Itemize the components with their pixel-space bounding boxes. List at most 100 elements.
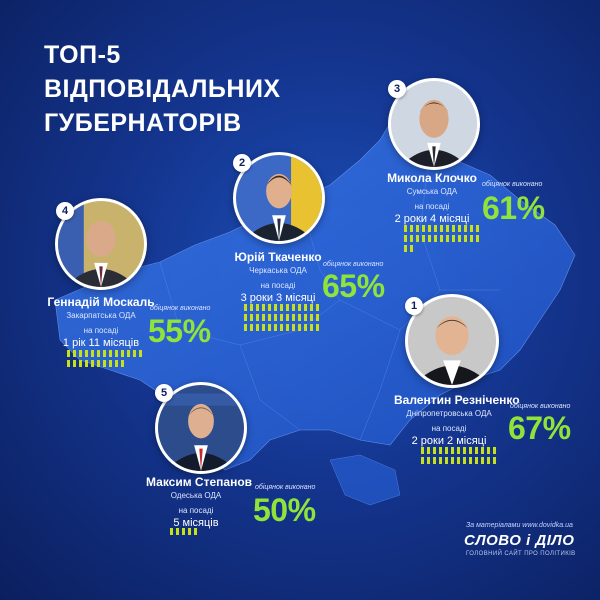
tenure-tick bbox=[493, 457, 496, 464]
tenure-tick bbox=[422, 235, 425, 242]
tenure: 5 місяців bbox=[173, 517, 219, 529]
tenure-tick bbox=[268, 304, 271, 311]
tenure-tick bbox=[268, 314, 271, 321]
tenure-tick bbox=[446, 225, 449, 232]
tenure-tick bbox=[445, 447, 448, 454]
promises-label: обіцянок виконано bbox=[255, 484, 316, 491]
tenure: 1 рік 11 місяців bbox=[62, 337, 140, 349]
tenure-tick bbox=[316, 324, 319, 331]
promise-percent-moskal: 55% bbox=[148, 313, 211, 349]
tenure-tick bbox=[170, 528, 173, 535]
tenure-tick bbox=[433, 457, 436, 464]
governor-info-reznichenko: Валентин Резніченко Дніпропетровська ОДА… bbox=[394, 393, 520, 447]
governor-region: Дніпропетровська ОДА bbox=[406, 409, 492, 418]
governor-region: Одеська ОДА bbox=[170, 491, 222, 500]
tenure-tick bbox=[464, 225, 467, 232]
tenure-tick bbox=[262, 304, 265, 311]
tenure-tick-marks bbox=[404, 225, 479, 252]
tenure-tick bbox=[434, 235, 437, 242]
tenure: 3 роки 3 місяці bbox=[240, 292, 316, 304]
tenure-tick bbox=[274, 314, 277, 321]
portrait-icon bbox=[391, 81, 477, 167]
post-label: на посаді bbox=[260, 281, 296, 290]
tenure-tick bbox=[428, 235, 431, 242]
tenure-tick bbox=[97, 350, 100, 357]
post-label: на посаді bbox=[431, 424, 467, 433]
tenure-tick bbox=[404, 245, 407, 252]
tenure-tick bbox=[440, 235, 443, 242]
tenure-tick bbox=[67, 360, 70, 367]
governor-region: Сумська ОДА bbox=[406, 187, 458, 196]
tenure-tick bbox=[121, 350, 124, 357]
promises-label: обіцянок виконано bbox=[323, 261, 384, 268]
tenure-tick bbox=[176, 528, 179, 535]
promise-percent-klochko: 61% bbox=[482, 190, 545, 226]
tenure-tick bbox=[262, 324, 265, 331]
tenure-tick bbox=[304, 304, 307, 311]
tenure-tick bbox=[404, 225, 407, 232]
tenure-tick bbox=[298, 314, 301, 321]
tenure-tick bbox=[304, 324, 307, 331]
tenure-tick bbox=[103, 360, 106, 367]
governor-name: Валентин Резніченко bbox=[394, 393, 520, 407]
tenure-tick bbox=[416, 225, 419, 232]
rank-badge-4: 4 bbox=[56, 202, 74, 220]
tenure-tick bbox=[476, 225, 479, 232]
tenure-tick bbox=[421, 457, 424, 464]
tenure-tick bbox=[410, 235, 413, 242]
tenure-tick bbox=[433, 447, 436, 454]
rank-badge-1: 1 bbox=[405, 297, 423, 315]
post-label: на посаді bbox=[178, 506, 214, 515]
logo-tagline: ГОЛОВНИЙ САЙТ ПРО ПОЛІТИКІВ bbox=[466, 551, 576, 557]
tenure-tick bbox=[481, 447, 484, 454]
tenure-tick bbox=[464, 235, 467, 242]
tenure-tick bbox=[280, 304, 283, 311]
tenure-tick bbox=[256, 314, 259, 321]
tenure-tick bbox=[256, 324, 259, 331]
tenure-tick bbox=[127, 350, 130, 357]
tenure-tick bbox=[115, 350, 118, 357]
tenure-tick bbox=[250, 324, 253, 331]
tenure-tick bbox=[452, 225, 455, 232]
tenure-tick bbox=[109, 350, 112, 357]
governor-name: Геннадій Москаль bbox=[47, 295, 155, 309]
tenure-tick bbox=[470, 225, 473, 232]
tenure-tick bbox=[73, 360, 76, 367]
tenure-tick bbox=[109, 360, 112, 367]
post-label: на посаді bbox=[83, 326, 119, 335]
title-line-1: ТОП-5 bbox=[44, 41, 121, 69]
tenure-bars-reznichenko bbox=[421, 447, 499, 467]
tenure-tick bbox=[91, 350, 94, 357]
source-credit: За матеріалами www.dovidka.ua bbox=[466, 522, 573, 529]
tenure-tick bbox=[475, 457, 478, 464]
tenure-tick bbox=[292, 304, 295, 311]
governor-name: Юрій Ткаченко bbox=[234, 250, 322, 264]
tenure-tick bbox=[445, 457, 448, 464]
tenure-tick bbox=[73, 350, 76, 357]
slovo-i-dilo-logo: СЛОВО і ДІЛО bbox=[464, 532, 575, 549]
tenure: 2 роки 4 місяці bbox=[394, 213, 470, 225]
tenure-tick bbox=[404, 235, 407, 242]
tenure-tick bbox=[422, 225, 425, 232]
governor-region: Закарпатська ОДА bbox=[66, 311, 136, 320]
tenure-tick-marks bbox=[244, 304, 319, 331]
governor-info-klochko: Микола Клочко Сумська ОДА на посаді 2 ро… bbox=[382, 171, 482, 225]
tenure-tick bbox=[439, 447, 442, 454]
tenure-tick bbox=[67, 350, 70, 357]
tenure-bars-stepanov bbox=[170, 528, 248, 538]
tenure-tick bbox=[103, 350, 106, 357]
tenure-tick bbox=[451, 447, 454, 454]
avatar-reznichenko bbox=[405, 294, 499, 388]
tenure-tick bbox=[316, 314, 319, 321]
tenure-tick bbox=[244, 314, 247, 321]
tenure-tick bbox=[292, 324, 295, 331]
tenure-tick bbox=[469, 447, 472, 454]
tenure-bars-klochko bbox=[404, 225, 482, 255]
tenure-tick bbox=[274, 324, 277, 331]
tenure-tick bbox=[310, 304, 313, 311]
tenure-tick bbox=[250, 314, 253, 321]
tenure-tick bbox=[416, 235, 419, 242]
promises-label: обіцянок виконано bbox=[482, 181, 543, 188]
tenure-tick bbox=[487, 447, 490, 454]
tenure-tick bbox=[256, 304, 259, 311]
